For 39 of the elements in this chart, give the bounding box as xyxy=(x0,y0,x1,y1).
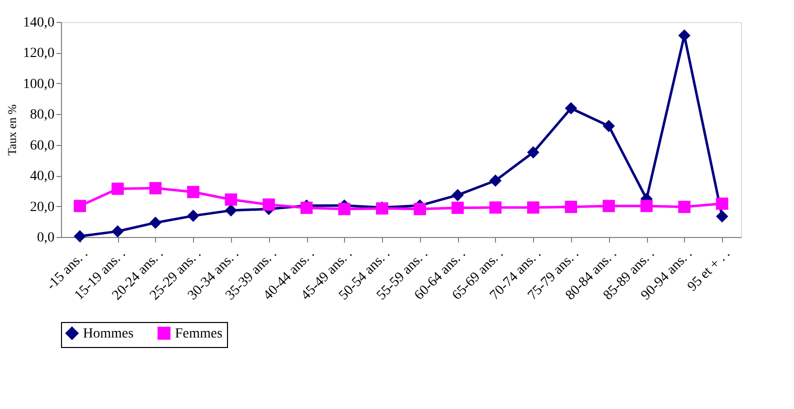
y-tick-label: 40,0 xyxy=(30,169,54,184)
point xyxy=(489,201,502,214)
point xyxy=(678,29,690,42)
point xyxy=(112,225,124,238)
point xyxy=(564,102,578,114)
point xyxy=(74,200,86,212)
point xyxy=(187,186,200,198)
point xyxy=(338,202,350,216)
point xyxy=(414,202,426,216)
y-tick-label: 120,0 xyxy=(23,46,54,62)
y-tick-label: 100,0 xyxy=(23,76,54,92)
legend-label: Hommes xyxy=(83,326,134,342)
point xyxy=(716,198,728,210)
point xyxy=(74,230,86,242)
point xyxy=(640,200,653,212)
point xyxy=(602,200,615,212)
point xyxy=(564,200,578,214)
y-tick-label: 0,0 xyxy=(37,230,54,246)
point xyxy=(112,182,124,195)
point xyxy=(149,216,162,229)
point xyxy=(527,201,540,214)
y-axis-title: Taux en % xyxy=(5,104,19,156)
point xyxy=(187,210,200,222)
point xyxy=(716,210,728,223)
point xyxy=(452,202,464,214)
y-tick-label: 80,0 xyxy=(30,108,54,123)
point xyxy=(527,146,540,159)
point xyxy=(678,200,690,214)
legend-label: Femmes xyxy=(175,326,222,342)
point xyxy=(452,188,464,202)
y-tick-label: 20,0 xyxy=(30,200,54,215)
y-tick-label: 140,0 xyxy=(23,16,54,30)
point xyxy=(224,193,238,206)
point xyxy=(602,120,615,132)
point xyxy=(489,174,502,187)
point xyxy=(262,198,275,211)
point xyxy=(149,182,162,194)
point xyxy=(224,204,238,217)
y-tick-label: 60,0 xyxy=(30,138,54,154)
